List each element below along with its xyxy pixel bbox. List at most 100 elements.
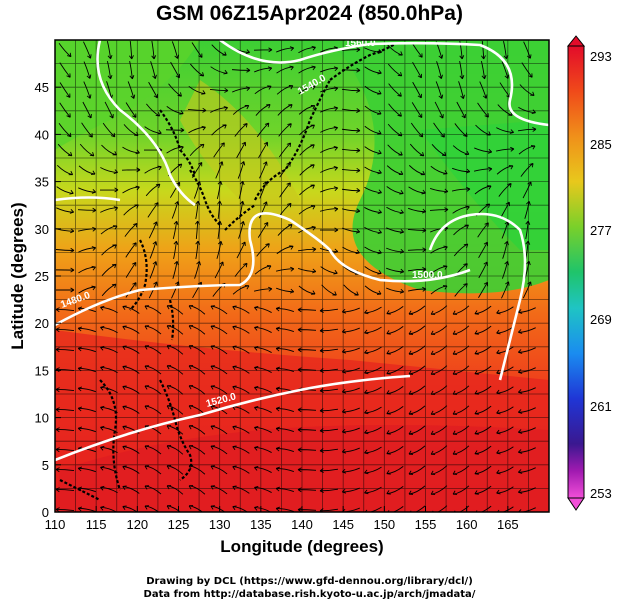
y-axis-label: Latitude (degrees) bbox=[8, 202, 27, 350]
streamline bbox=[122, 425, 140, 434]
streamline bbox=[474, 425, 492, 435]
streamline bbox=[234, 262, 248, 277]
streamline bbox=[129, 61, 135, 80]
contour-label: 1500.0 bbox=[412, 270, 443, 281]
streamline bbox=[430, 245, 448, 254]
streamline bbox=[364, 285, 382, 295]
streamline bbox=[77, 326, 96, 333]
streamline bbox=[277, 223, 293, 236]
streamline bbox=[258, 141, 269, 159]
streamline bbox=[188, 325, 206, 335]
streamline bbox=[297, 467, 317, 473]
streamline bbox=[320, 186, 339, 193]
y-tick-label: 5 bbox=[42, 458, 49, 473]
streamline bbox=[297, 407, 317, 413]
streamline bbox=[341, 467, 360, 474]
streamline bbox=[254, 346, 272, 353]
streamline bbox=[364, 426, 382, 435]
streamline bbox=[479, 81, 488, 99]
streamline bbox=[496, 346, 514, 355]
streamline bbox=[386, 247, 405, 254]
streamline bbox=[276, 46, 295, 53]
streamline bbox=[145, 183, 161, 197]
streamline bbox=[459, 61, 465, 80]
streamline bbox=[232, 86, 251, 93]
streamline bbox=[319, 468, 339, 473]
streamline bbox=[297, 327, 317, 333]
streamline bbox=[188, 425, 206, 435]
streamline bbox=[386, 287, 405, 294]
streamline bbox=[517, 367, 536, 374]
streamline bbox=[319, 488, 339, 493]
streamline bbox=[474, 385, 492, 395]
streamline bbox=[58, 42, 72, 58]
streamline bbox=[321, 284, 337, 296]
streamline bbox=[146, 103, 161, 117]
y-axis-ticks: 0 5 10 15 20 25 30 35 40 45 bbox=[35, 80, 61, 520]
streamline bbox=[232, 385, 250, 394]
streamline bbox=[364, 226, 382, 235]
streamline bbox=[101, 263, 117, 276]
streamline bbox=[78, 246, 97, 253]
streamline bbox=[100, 325, 118, 334]
streamline bbox=[165, 127, 185, 133]
streamline bbox=[341, 188, 361, 193]
streamline bbox=[275, 326, 295, 332]
streamline bbox=[254, 486, 272, 493]
streamline bbox=[496, 165, 514, 175]
streamline bbox=[386, 206, 404, 215]
streamline bbox=[431, 144, 447, 157]
streamline bbox=[125, 262, 137, 278]
streamline bbox=[341, 487, 360, 494]
streamline bbox=[78, 165, 96, 175]
streamline bbox=[430, 165, 448, 175]
streamline bbox=[232, 104, 250, 115]
streamline bbox=[210, 425, 228, 435]
streamline bbox=[496, 406, 514, 415]
streamline bbox=[364, 406, 382, 415]
streamline bbox=[320, 106, 339, 113]
streamline bbox=[83, 41, 92, 59]
streamline bbox=[408, 405, 426, 415]
streamline bbox=[522, 281, 532, 299]
streamline bbox=[55, 487, 75, 493]
streamline bbox=[172, 260, 179, 279]
streamline bbox=[364, 166, 382, 175]
streamline bbox=[210, 325, 228, 335]
streamline bbox=[254, 446, 272, 453]
streamline bbox=[55, 347, 75, 353]
streamline bbox=[144, 405, 162, 415]
streamline bbox=[147, 202, 159, 218]
streamline bbox=[407, 227, 427, 233]
x-tick-label: 150 bbox=[373, 517, 395, 532]
streamline bbox=[234, 123, 248, 137]
streamline bbox=[319, 448, 339, 453]
streamline bbox=[364, 366, 382, 375]
streamline bbox=[503, 41, 509, 60]
streamline bbox=[278, 142, 292, 158]
streamline bbox=[474, 345, 492, 355]
streamline bbox=[77, 506, 96, 512]
streamline bbox=[101, 283, 117, 297]
streamline bbox=[278, 123, 292, 137]
streamline bbox=[144, 485, 162, 495]
streamline bbox=[213, 142, 225, 158]
streamline bbox=[100, 385, 118, 394]
streamline bbox=[254, 386, 272, 393]
streamline bbox=[364, 146, 382, 155]
streamline bbox=[188, 125, 206, 134]
streamline bbox=[474, 405, 492, 415]
streamline bbox=[275, 346, 295, 352]
streamline bbox=[232, 325, 250, 334]
y-tick-label: 25 bbox=[35, 269, 49, 284]
streamline bbox=[364, 346, 382, 355]
streamline bbox=[211, 44, 227, 56]
streamline bbox=[496, 466, 514, 475]
streamline bbox=[319, 428, 339, 433]
streamline bbox=[188, 485, 206, 495]
streamline bbox=[210, 345, 228, 355]
streamline bbox=[166, 425, 184, 435]
streamline bbox=[430, 285, 448, 295]
streamline bbox=[215, 161, 224, 179]
streamline bbox=[144, 126, 162, 135]
